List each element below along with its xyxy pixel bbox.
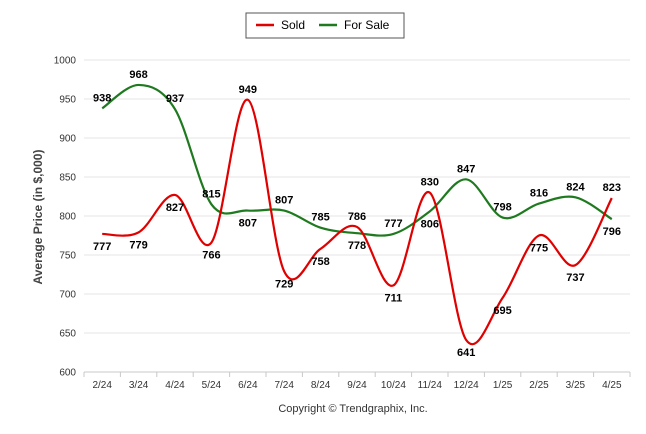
legend-label-for-sale: For Sale xyxy=(344,18,390,32)
data-label: 777 xyxy=(93,241,111,253)
data-label: 830 xyxy=(421,177,439,189)
y-axis-label: Average Price (in $,000) xyxy=(31,150,45,285)
x-tick-label: 2/24 xyxy=(92,380,112,391)
legend: Sold For Sale xyxy=(245,12,405,39)
data-label: 798 xyxy=(493,202,511,214)
data-label: 766 xyxy=(202,250,220,262)
x-tick-label: 11/24 xyxy=(418,380,443,391)
y-tick-label: 600 xyxy=(59,368,76,379)
grid xyxy=(84,59,630,373)
y-tick-label: 850 xyxy=(59,173,76,184)
y-tick-label: 750 xyxy=(59,251,76,262)
y-tick-label: 650 xyxy=(59,329,76,340)
data-label: 847 xyxy=(457,163,475,175)
data-label: 807 xyxy=(275,195,293,207)
x-tick-label: 4/25 xyxy=(602,380,622,391)
x-tick-label: 7/24 xyxy=(274,380,294,391)
data-label: 815 xyxy=(202,188,220,200)
series-line-sold xyxy=(102,98,613,346)
data-label: 758 xyxy=(311,256,329,268)
data-label: 775 xyxy=(530,243,548,255)
data-label: 796 xyxy=(603,226,621,238)
data-label: 777 xyxy=(384,218,402,230)
series-line-for-sale xyxy=(101,83,613,237)
copyright-credit: Copyright © Trendgraphix, Inc. xyxy=(278,403,427,415)
data-label: 823 xyxy=(603,182,621,194)
x-tick-label: 6/24 xyxy=(238,380,258,391)
data-label: 806 xyxy=(421,218,439,230)
data-label: 938 xyxy=(93,92,111,104)
y-tick-label: 800 xyxy=(59,212,76,223)
y-tick-label: 700 xyxy=(59,290,76,301)
x-axis-ticks: 2/24 3/24 4/24 5/24 6/24 7/24 8/24 9/24 10/24 11/… xyxy=(83,372,631,391)
data-labels: 777 779 827 766 949 729 758 786 711 830 641 695 775 7… xyxy=(93,69,621,359)
x-tick-label: 2/25 xyxy=(529,380,549,391)
data-label: 937 xyxy=(166,93,184,105)
y-tick-label: 950 xyxy=(59,95,76,106)
x-tick-label: 1/25 xyxy=(493,380,513,391)
x-tick-label: 3/25 xyxy=(566,380,586,391)
data-label: 779 xyxy=(129,239,147,251)
data-label: 641 xyxy=(457,347,475,359)
data-label: 711 xyxy=(385,292,403,304)
x-tick-label: 3/24 xyxy=(129,380,149,391)
data-label: 778 xyxy=(348,240,366,252)
data-label: 968 xyxy=(129,69,147,81)
x-tick-label: 4/24 xyxy=(165,380,185,391)
data-label: 729 xyxy=(275,278,293,290)
data-label: 786 xyxy=(348,211,366,223)
y-tick-label: 900 xyxy=(59,134,76,145)
x-tick-label: 9/24 xyxy=(347,380,367,391)
x-tick-label: 12/24 xyxy=(454,380,479,391)
data-label: 695 xyxy=(493,305,511,317)
data-label: 737 xyxy=(566,272,584,284)
legend-label-sold: Sold xyxy=(281,18,305,32)
y-axis-ticks: 600 650 700 750 800 850 900 950 1000 xyxy=(54,56,77,379)
data-label: 816 xyxy=(530,188,548,200)
x-tick-label: 8/24 xyxy=(311,380,331,391)
data-label: 807 xyxy=(239,218,257,230)
data-label: 949 xyxy=(239,84,257,96)
x-tick-label: 10/24 xyxy=(381,380,406,391)
data-label: 824 xyxy=(566,181,585,193)
data-label: 827 xyxy=(166,202,184,214)
data-label: 785 xyxy=(311,212,329,224)
x-tick-label: 5/24 xyxy=(202,380,222,391)
series-lines xyxy=(101,83,613,346)
y-tick-label: 1000 xyxy=(54,56,77,67)
